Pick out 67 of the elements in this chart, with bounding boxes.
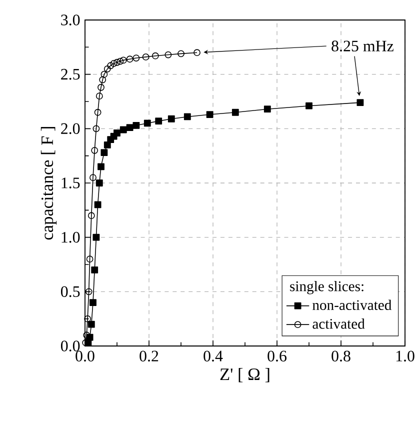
point: [107, 62, 114, 70]
point: [114, 130, 120, 136]
point: [206, 111, 214, 118]
point: [132, 54, 140, 62]
legend-title: single slices:: [290, 280, 364, 294]
point: [155, 118, 162, 125]
point: [152, 52, 159, 60]
point: [96, 92, 103, 100]
legend-label: non-activated: [312, 300, 392, 310]
point: [94, 108, 102, 116]
point: [92, 234, 100, 241]
annotation: 8.25 mHz: [332, 40, 394, 52]
point: [126, 124, 134, 132]
point: [88, 212, 95, 220]
point: [142, 53, 150, 60]
point: [100, 149, 108, 156]
point: [88, 320, 95, 328]
point: [306, 102, 312, 110]
point: [98, 163, 104, 170]
y-tick-label: 0.5: [60, 286, 80, 298]
y-tick-label: 2.0: [61, 123, 80, 134]
x-tick-label: 0.0: [76, 350, 94, 362]
point: [132, 122, 140, 129]
point: [168, 115, 175, 122]
point: [91, 146, 98, 154]
point: [104, 142, 111, 148]
point: [126, 56, 134, 63]
x-tick-label: 0.8: [332, 350, 350, 362]
point: [92, 125, 100, 132]
x-tick-label: 0.6: [268, 350, 286, 362]
point: [83, 332, 90, 339]
y-axis-title: capacitance [ F ]: [40, 126, 57, 240]
point: [91, 266, 98, 274]
point: [164, 51, 172, 58]
point: [116, 58, 124, 65]
y-tick-label: 0.0: [60, 340, 80, 352]
point: [120, 126, 127, 134]
point: [100, 70, 108, 78]
y-tick-label: 1.5: [62, 178, 80, 188]
point: [85, 288, 92, 296]
y-tick-label: 2.5: [61, 68, 80, 80]
point: [144, 120, 151, 127]
point: [194, 49, 200, 56]
point: [94, 201, 102, 208]
point: [178, 50, 184, 58]
point: [110, 60, 118, 67]
point: [96, 180, 103, 186]
point: [98, 84, 104, 91]
point: [99, 76, 106, 84]
x-tick-label: 0.2: [140, 350, 158, 362]
point: [90, 299, 96, 306]
y-tick-label: 3.0: [61, 14, 80, 26]
point: [120, 56, 127, 64]
x-tick-label: 1.0: [396, 350, 414, 362]
point: [356, 99, 364, 106]
point: [86, 256, 94, 263]
y-tick-label: 1.0: [62, 232, 80, 243]
point: [232, 108, 239, 116]
point: [104, 65, 111, 72]
point: [264, 106, 271, 113]
point: [114, 58, 120, 66]
point: [184, 113, 191, 120]
point: [90, 174, 96, 182]
x-axis-title: Z' [ Ω ]: [220, 368, 270, 382]
point: [84, 315, 92, 322]
x-tick-label: 0.4: [204, 350, 223, 362]
legend-label: activated: [312, 318, 365, 329]
